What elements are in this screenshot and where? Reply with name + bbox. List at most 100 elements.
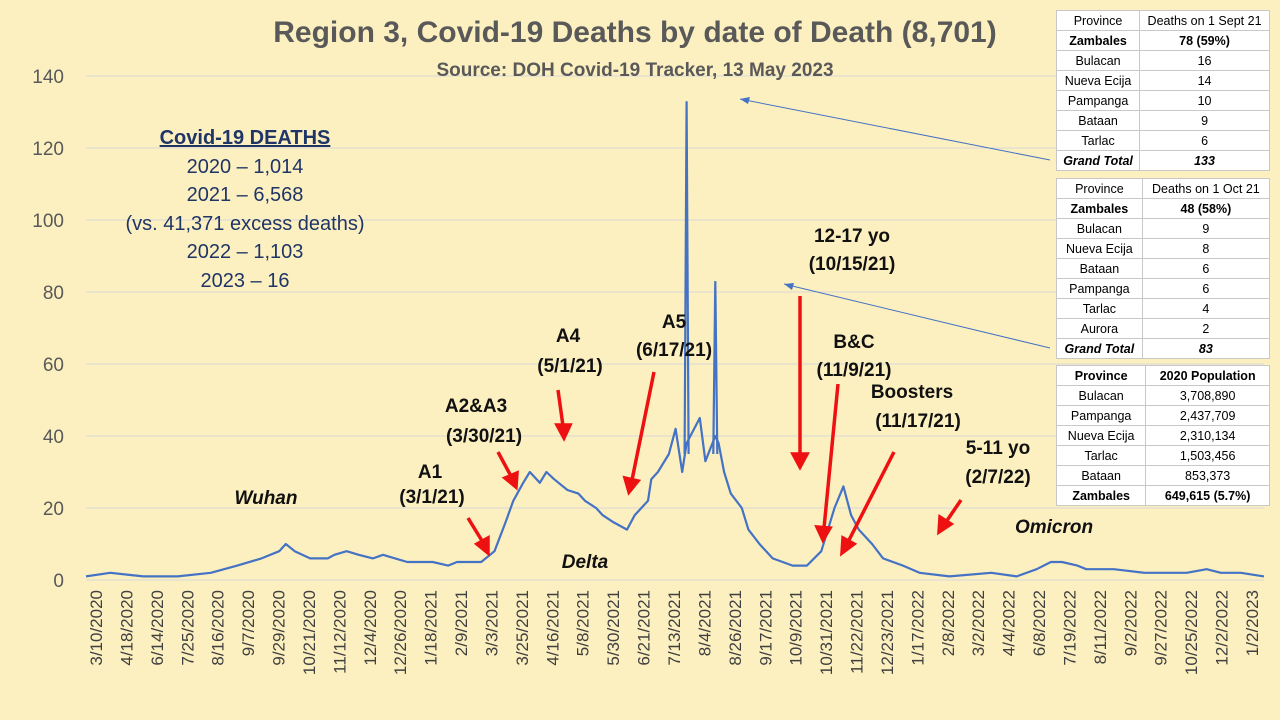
x-tick-label: 7/13/2021 [665,590,684,666]
x-tick-label: 10/21/2020 [300,590,319,675]
label-bc-date: (11/9/21) [817,360,892,381]
summary-line: (vs. 41,371 excess deaths) [125,212,365,235]
label-delta: Delta [562,552,609,573]
x-tick-label: 2/9/2021 [452,590,471,656]
label-a2a3: A2&A3 [445,396,507,417]
table-row: Bataan 853,373 [1055,465,1270,486]
summary-line: 2021 – 6,568 [186,184,304,206]
table-deaths-sept: Province Deaths on 1 Sept 21 Zambales 78 … [1055,10,1270,171]
table-cell: Grand Total [1055,150,1141,171]
table-row: Bulacan 3,708,890 [1055,385,1270,406]
x-tick-label: 3/2/2022 [969,590,988,656]
table-row: Nueva Ecija 14 [1055,70,1270,91]
table-total-row: Grand Total 133 [1055,150,1270,171]
table-cell: Grand Total [1056,338,1143,359]
x-tick-label: 8/4/2021 [695,590,714,656]
x-tick-label: 12/26/2020 [391,590,410,675]
table-header-cell: Province [1055,10,1141,31]
table-cell: Nueva Ecija [1056,238,1143,259]
label-a1: A1 [418,462,443,483]
x-tick-label: 6/8/2022 [1030,590,1049,656]
table-row: Aurora 2 [1056,318,1271,339]
table-row: Tarlac 1,503,456 [1055,445,1270,466]
table-cell: Zambales [1055,485,1147,506]
table-row: Zambales 48 (58%) [1056,198,1271,219]
peak-spike [712,281,719,455]
y-tick-label: 20 [43,499,64,520]
table-cell: 8 [1141,238,1271,259]
label-a5-date: (6/17/21) [636,340,712,361]
summary-heading: Covid-19 DEATHS [159,127,331,149]
arrow-boosters-head [840,535,858,557]
x-tick-label: 9/2/2022 [1121,590,1140,656]
label-a5: A5 [662,312,687,333]
table-cell: 1,503,456 [1145,445,1270,466]
x-tick-label: 8/11/2022 [1091,590,1110,664]
y-axis-ticks: 0 20 40 60 80 100 120 140 [32,67,64,592]
label-a4: A4 [556,326,581,347]
table-cell: Tarlac [1055,445,1147,466]
table-cell: Bataan [1055,465,1147,486]
gridlines [86,75,1264,581]
table-row: Bulacan 9 [1056,218,1271,239]
x-tick-label: 1/17/2022 [908,590,927,666]
chart-title: Region 3, Covid-19 Deaths by date of Dea… [273,16,997,49]
table-cell: Bulacan [1055,50,1141,71]
x-tick-label: 12/4/2020 [361,590,380,666]
table-row: Zambales 78 (59%) [1055,30,1270,51]
x-tick-label: 1/18/2021 [422,590,441,666]
x-tick-label: 9/7/2020 [239,590,258,656]
x-tick-label: 1/2/2023 [1243,590,1262,656]
y-tick-label: 120 [32,139,64,160]
arrow-a4-head [554,423,573,442]
label-wuhan: Wuhan [235,488,298,509]
table-total-row: Grand Total 83 [1056,338,1271,359]
pointer-arrowhead-sept [740,97,750,104]
arrow-12-17-head [790,452,810,471]
label-12-17-date: (10/15/21) [809,254,896,275]
table-cell: Bataan [1055,110,1141,131]
arrow-a4 [556,389,565,427]
table-cell: 2,437,709 [1145,405,1270,426]
table-cell: 6 [1139,130,1270,151]
label-bc: B&C [833,332,874,353]
table-population: Province 2020 Population Bulacan 3,708,89… [1055,365,1270,506]
table-row: Pampanga 6 [1056,278,1271,299]
arrow-boosters [846,451,896,543]
x-tick-label: 12/2/2022 [1213,590,1232,666]
table-cell: 4 [1141,298,1271,319]
peak-spike [683,101,690,455]
table-row: Bataan 9 [1055,110,1270,131]
table-deaths-oct: Province Deaths on 1 Oct 21 Zambales 48 (… [1056,178,1271,359]
table-cell: Nueva Ecija [1055,425,1147,446]
label-omicron: Omicron [1015,517,1093,538]
table-cell: Aurora [1056,318,1143,339]
pointer-arrowhead-oct [784,283,794,290]
y-tick-label: 60 [43,355,64,376]
summary-line: 2023 – 16 [200,269,290,292]
table-cell: Bulacan [1055,385,1147,406]
table-cell: 133 [1139,150,1270,171]
table-row: Bulacan 16 [1055,50,1270,71]
arrow-bc [822,383,840,529]
arrow-a5 [630,371,656,481]
table-cell: 48 (58%) [1141,198,1271,219]
red-arrows [466,296,963,557]
y-tick-label: 100 [32,211,64,232]
table-row: Zambales 649,615 (5.7%) [1055,485,1270,506]
deaths-summary: Covid-19 DEATHS 2020 – 1,014 2021 – 6,56… [100,124,390,295]
x-tick-label: 5/8/2021 [574,590,593,656]
arrow-bc-head [814,525,833,544]
arrow-a5-head [622,475,642,496]
series-line [85,416,1265,578]
table-cell: Pampanga [1055,405,1147,426]
x-tick-label: 12/23/2021 [878,590,897,675]
table-header-cell: 2020 Population [1145,365,1270,386]
table-cell: 6 [1141,278,1271,299]
table-row: Tarlac 6 [1055,130,1270,151]
x-tick-label: 9/29/2020 [270,590,289,666]
label-boosters: Boosters [871,382,953,403]
x-tick-label: 5/30/2021 [604,590,623,666]
